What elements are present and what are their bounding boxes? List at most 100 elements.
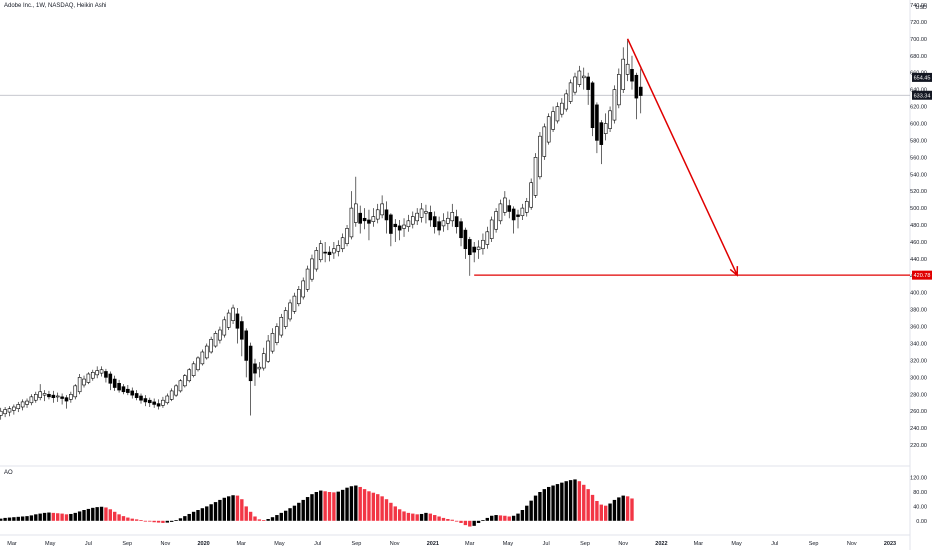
candle-body[interactable] <box>226 312 231 328</box>
candle-body[interactable] <box>564 93 569 110</box>
candle-body[interactable] <box>191 363 196 376</box>
candle-body[interactable] <box>38 391 42 398</box>
candle-body[interactable] <box>90 371 95 379</box>
candle-body[interactable] <box>568 82 573 102</box>
candle-body[interactable] <box>371 216 376 222</box>
candle-body[interactable] <box>476 246 481 250</box>
candle-body[interactable] <box>586 76 590 90</box>
candle-body[interactable] <box>29 396 34 404</box>
candle-body[interactable] <box>51 394 56 398</box>
candle-body[interactable] <box>603 123 608 134</box>
candle-body[interactable] <box>292 295 297 312</box>
candle-body[interactable] <box>503 197 507 213</box>
candle-body[interactable] <box>349 207 354 238</box>
candle-body[interactable] <box>204 345 209 359</box>
candle-body[interactable] <box>305 268 310 290</box>
candle-body[interactable] <box>485 231 490 245</box>
candle-body[interactable] <box>275 326 279 343</box>
candle-body[interactable] <box>240 321 244 340</box>
candle-body[interactable] <box>297 289 301 305</box>
candle-body[interactable] <box>270 333 275 352</box>
candle-body[interactable] <box>82 378 86 386</box>
candle-body[interactable] <box>489 219 494 239</box>
candle-body[interactable] <box>432 216 437 228</box>
candle-body[interactable] <box>345 228 349 244</box>
candle-body[interactable] <box>16 404 21 409</box>
candle-body[interactable] <box>318 243 323 261</box>
candle-body[interactable] <box>336 245 341 252</box>
candle-body[interactable] <box>625 63 630 75</box>
candle-body[interactable] <box>630 69 634 82</box>
candle-body[interactable] <box>634 74 639 99</box>
candle-body[interactable] <box>47 393 51 398</box>
candle-body[interactable] <box>454 216 459 228</box>
candle-body[interactable] <box>64 397 69 402</box>
candle-body[interactable] <box>340 237 345 250</box>
candle-body[interactable] <box>332 248 336 254</box>
candle-body[interactable] <box>380 203 384 216</box>
candle-body[interactable] <box>209 338 213 353</box>
candle-body[interactable] <box>524 201 529 213</box>
candle-body[interactable] <box>612 89 617 121</box>
candle-body[interactable] <box>112 378 117 388</box>
candle-body[interactable] <box>428 212 433 221</box>
candle-body[interactable] <box>248 345 253 382</box>
candle-body[interactable] <box>441 220 446 227</box>
candle-body[interactable] <box>213 333 218 347</box>
candle-body[interactable] <box>7 408 12 413</box>
candle-body[interactable] <box>3 409 7 415</box>
candle-body[interactable] <box>279 316 284 336</box>
candle-body[interactable] <box>266 340 270 362</box>
candle-body[interactable] <box>33 393 38 401</box>
candle-body[interactable] <box>520 207 525 217</box>
candle-body[interactable] <box>560 102 564 115</box>
candle-body[interactable] <box>108 373 113 384</box>
candle-body[interactable] <box>507 205 512 212</box>
candle-body[interactable] <box>450 212 455 222</box>
candle-body[interactable] <box>573 76 577 93</box>
candle-body[interactable] <box>437 221 441 231</box>
candle-body[interactable] <box>384 209 389 221</box>
candle-body[interactable] <box>126 388 130 393</box>
candle-body[interactable] <box>608 110 612 129</box>
candle-body[interactable] <box>174 385 178 396</box>
candle-body[interactable] <box>621 58 626 90</box>
candle-body[interactable] <box>467 239 472 255</box>
candle-body[interactable] <box>261 353 266 369</box>
candle-body[interactable] <box>367 219 371 224</box>
candle-body[interactable] <box>253 363 257 374</box>
candle-body[interactable] <box>410 216 415 225</box>
candle-body[interactable] <box>235 313 240 329</box>
candle-body[interactable] <box>283 310 288 327</box>
candle-body[interactable] <box>393 223 398 228</box>
candle-body[interactable] <box>459 221 463 239</box>
candle-body[interactable] <box>406 220 411 228</box>
candle-body[interactable] <box>139 395 143 401</box>
candle-body[interactable] <box>73 385 78 398</box>
candle-body[interactable] <box>599 122 604 145</box>
candle-body[interactable] <box>323 251 327 254</box>
candle-body[interactable] <box>402 224 406 229</box>
candle-body[interactable] <box>187 369 192 382</box>
candle-body[interactable] <box>117 382 121 391</box>
candle-body[interactable] <box>218 329 222 341</box>
candle-body[interactable] <box>196 357 200 371</box>
candle-body[interactable] <box>446 217 450 224</box>
candle-body[interactable] <box>60 396 64 399</box>
candle-body[interactable] <box>0 410 3 416</box>
candle-body[interactable] <box>200 351 205 365</box>
candle-body[interactable] <box>415 212 419 222</box>
candle-body[interactable] <box>590 82 595 129</box>
candle-body[interactable] <box>389 214 393 234</box>
candle-body[interactable] <box>354 203 358 223</box>
candle-body[interactable] <box>143 398 148 403</box>
candle-body[interactable] <box>222 319 227 336</box>
candle-body[interactable] <box>183 375 187 387</box>
candle-body[interactable] <box>533 157 538 196</box>
candle-body[interactable] <box>95 370 99 376</box>
candle-body[interactable] <box>77 377 82 393</box>
candle-body[interactable] <box>301 280 306 298</box>
candle-body[interactable] <box>529 182 533 208</box>
candle-body[interactable] <box>424 211 428 214</box>
candle-body[interactable] <box>463 229 468 250</box>
